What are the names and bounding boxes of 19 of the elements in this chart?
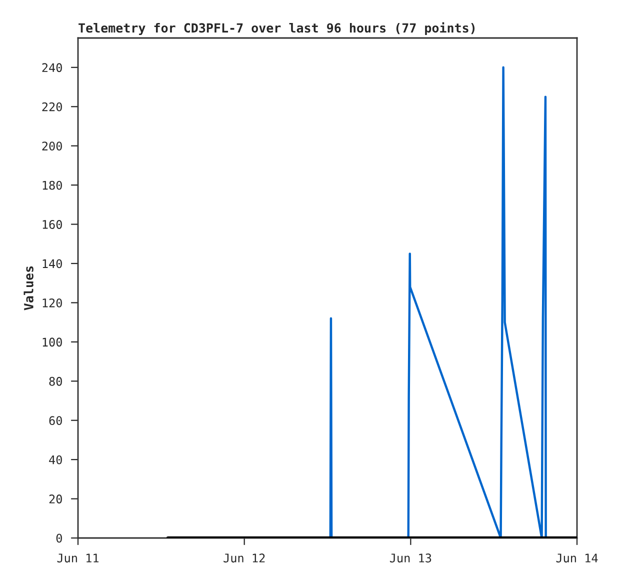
- x-tick-label: Jun 13: [390, 554, 432, 562]
- y-tick-label: 240: [42, 63, 62, 72]
- x-tick-label: Jun 12: [224, 554, 265, 562]
- y-axis-title: Values: [24, 266, 34, 310]
- x-tick-label: Jun 14: [556, 554, 598, 562]
- y-tick-label: 160: [42, 220, 62, 229]
- y-tick-label: 20: [49, 494, 62, 504]
- y-tick-label: 100: [42, 338, 62, 347]
- y-tick-label: 40: [49, 455, 62, 464]
- y-tick-label: 180: [42, 180, 62, 190]
- y-tick-label: 80: [49, 376, 62, 386]
- y-tick-label: 0: [56, 534, 62, 543]
- y-tick-label: 200: [42, 142, 62, 151]
- y-tick-label: 60: [49, 416, 62, 426]
- y-tick-label: 120: [42, 298, 62, 308]
- x-tick-label: Jun 11: [57, 554, 99, 562]
- chart-title: Telemetry for CD3PFL-7 over last 96 hours (77 points): [78, 22, 475, 36]
- y-tick-label: 140: [42, 259, 62, 268]
- y-tick-label: 220: [42, 102, 62, 112]
